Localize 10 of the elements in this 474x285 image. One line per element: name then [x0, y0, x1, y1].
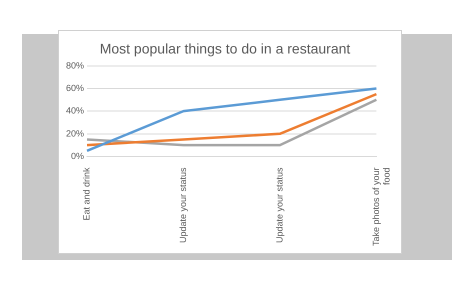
y-tick-label: 20%: [66, 128, 84, 138]
y-tick-label: 40%: [66, 106, 84, 116]
x-tick-label: Update your status: [274, 166, 284, 243]
x-tick-label: Eat and drink: [82, 166, 92, 220]
y-tick-label: 80%: [66, 60, 84, 70]
x-tick-label: Take photos of your food: [370, 167, 392, 246]
y-tick-label: 60%: [66, 82, 84, 93]
chart-title: Most popular things to do in a restaurant: [100, 40, 350, 56]
x-tick-label: Update your status: [178, 166, 188, 243]
y-tick-label: 0%: [71, 150, 84, 161]
